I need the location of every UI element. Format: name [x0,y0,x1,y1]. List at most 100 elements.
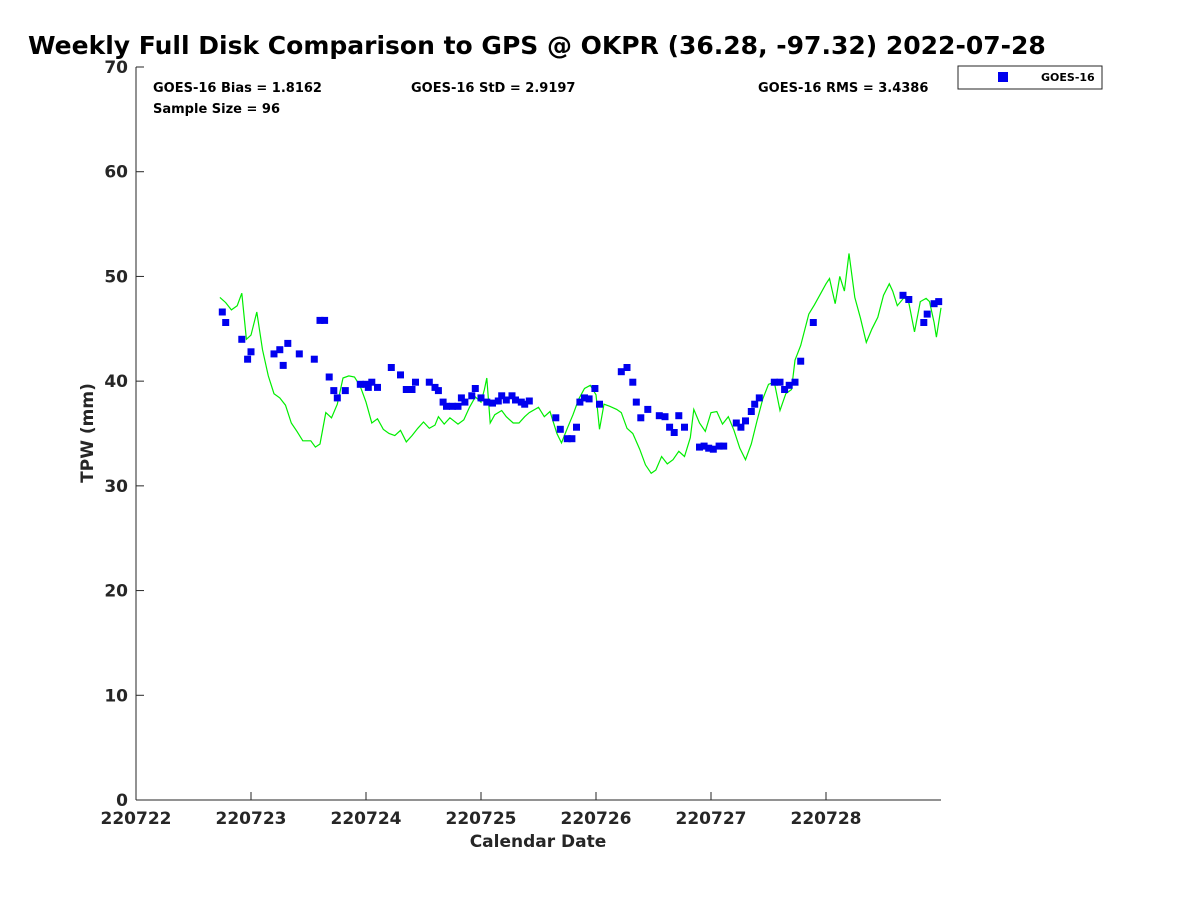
goes-16-point [935,298,943,306]
goes-16-point [356,380,364,388]
goes-16-point [295,350,303,358]
goes-16-point [623,364,631,371]
goes-16-point [502,396,510,404]
goes-16-point [905,296,913,303]
goes-16-point [498,392,506,400]
goes-16-point [443,402,450,410]
goes-16-point [412,378,419,386]
goes-16-point [809,319,817,326]
goes-16-point [563,435,571,443]
goes-16-point [425,378,433,386]
y-tick-label: 40 [104,372,128,392]
goes-16-point [715,442,723,450]
goes-16-point [552,414,560,422]
series-gps [219,253,942,475]
goes-16-point [920,319,928,326]
goes-16-point [785,381,793,389]
goes-16-point [247,348,255,356]
goes-16-point [747,408,755,415]
goes-16-point [696,443,703,451]
goes-16-point [368,378,376,386]
bias-stat: GOES-16 Bias = 1.8162 [153,81,322,96]
series-goes-16 [218,291,943,453]
x-tick-label: 220722 [101,809,172,829]
goes-16-point [573,423,580,431]
goes-16-point [364,383,372,391]
y-tick-label: 10 [104,686,128,706]
goes-16-point [705,444,713,452]
goes-16-point [521,400,529,408]
goes-16-point [755,394,763,402]
goes-16-point [468,392,476,400]
goes-16-point [675,412,683,420]
goes-16-point [737,423,745,431]
goes-16-point [581,394,588,402]
goes-16-point [457,394,465,402]
goes-16-point [387,364,395,371]
legend-box [957,65,1103,90]
x-tick-label: 220726 [561,809,632,829]
goes-16-point [770,378,778,386]
goes-16-point [374,383,381,391]
goes-16-point [591,385,599,392]
goes-16-point [508,392,516,400]
goes-16-point [483,398,491,406]
goes-16-point [471,385,479,392]
std-stat: GOES-16 StD = 2.9197 [411,81,575,96]
goes-16-point [408,386,416,393]
goes-16-point [325,373,333,381]
goes-16-point [222,319,230,326]
goes-16-point [742,417,749,425]
goes-16-point [494,397,502,405]
goes-16-point [751,400,759,408]
goes-16-point [629,378,637,386]
goes-16-point [797,357,805,365]
x-axis-label: Calendar Date [470,832,607,852]
goes-16-point [661,413,669,421]
y-tick-label: 70 [104,58,128,78]
goes-16-point [617,368,625,376]
goes-16-point [670,429,678,436]
goes-16-point [402,386,410,393]
goes-16-point [284,339,292,347]
goes-16-point [732,419,740,427]
goes-16-point [899,291,907,299]
goes-16-point [632,398,640,406]
x-tick-label: 220727 [676,809,747,829]
goes-16-point [585,395,593,403]
goes-16-point [333,394,341,402]
goes-16-point [244,355,252,363]
goes-16-point [681,423,688,431]
goes-16-point [700,442,708,450]
goes-16-point [720,442,728,450]
sample-size-stat: Sample Size = 96 [153,102,280,117]
goes-16-point [434,387,442,395]
goes-16-point [276,346,284,354]
chart-title: Weekly Full Disk Comparison to GPS @ OKP… [28,31,1046,60]
y-tick-label: 0 [116,791,128,811]
goes-16-point [781,386,789,393]
goes-16-point [454,402,462,410]
goes-16-point [270,350,278,358]
legend-label-goes-16: GOES-16 [1041,71,1095,84]
gps-line [219,253,942,475]
goes-16-point [477,394,485,402]
goes-16-point [279,361,287,369]
x-tick-label: 220728 [791,809,862,829]
goes-16-point [666,423,674,431]
goes-16-point [525,397,533,405]
goes-16-point [556,425,564,433]
goes-16-point [321,316,329,324]
goes-16-point [637,414,645,422]
y-axis-label: TPW (mm) [78,383,98,483]
x-tick-label: 220725 [446,809,517,829]
plot-area [136,67,941,800]
goes-16-point [461,398,469,406]
y-tick-label: 60 [104,163,128,183]
x-tick-label: 220723 [216,809,287,829]
goes-16-point [489,399,496,407]
goes-16-point [448,402,456,410]
y-tick-label: 30 [104,477,128,497]
x-axis-ticks: 220722 220723 220724 220725 220726 220727 2207… [101,792,862,829]
